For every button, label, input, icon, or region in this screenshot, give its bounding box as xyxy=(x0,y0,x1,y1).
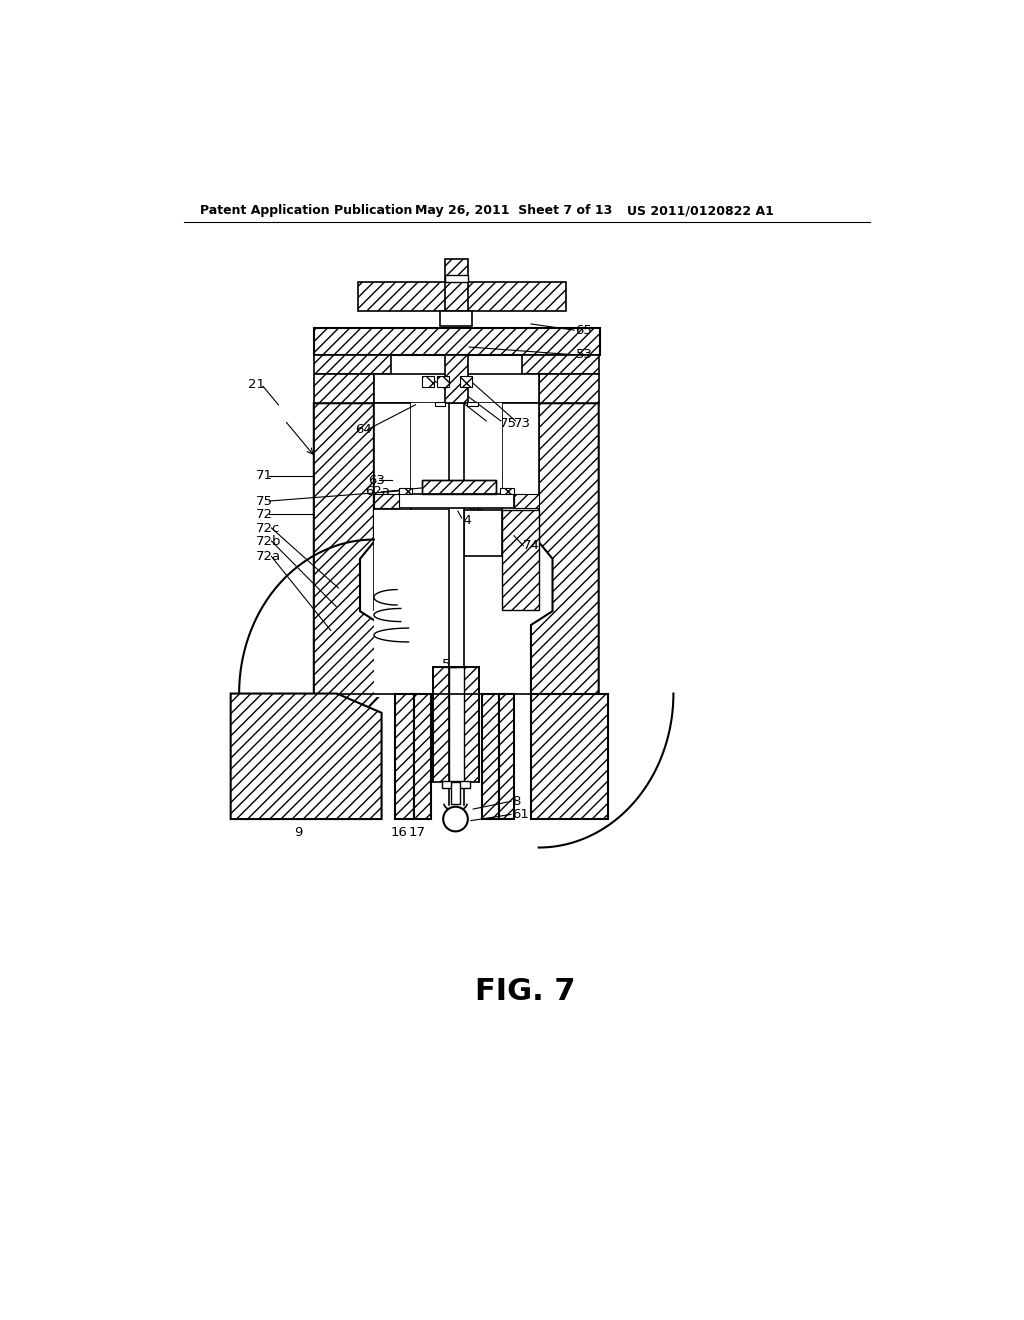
Text: 64: 64 xyxy=(355,422,372,436)
Bar xyxy=(394,693,414,818)
Bar xyxy=(460,376,472,387)
Bar xyxy=(499,693,514,818)
Text: 65: 65 xyxy=(575,323,593,337)
Polygon shape xyxy=(374,510,449,697)
Bar xyxy=(414,693,431,818)
Bar xyxy=(451,781,460,804)
Bar xyxy=(449,667,464,781)
Polygon shape xyxy=(531,693,608,818)
Bar xyxy=(313,355,391,374)
Bar xyxy=(357,281,565,312)
Text: 21: 21 xyxy=(248,378,264,391)
Text: 74: 74 xyxy=(523,539,540,552)
Bar xyxy=(440,312,472,326)
Bar xyxy=(313,374,374,404)
Text: 53: 53 xyxy=(575,348,593,362)
Bar xyxy=(481,693,499,818)
Bar xyxy=(503,510,539,610)
Text: 61: 61 xyxy=(512,808,528,821)
Bar xyxy=(374,404,411,535)
Bar xyxy=(442,780,470,788)
Bar xyxy=(464,667,479,781)
Text: Patent Application Publication: Patent Application Publication xyxy=(200,205,413,218)
Text: 72c: 72c xyxy=(256,521,281,535)
Bar xyxy=(521,355,599,374)
Bar xyxy=(374,374,539,404)
Text: 16: 16 xyxy=(390,825,407,838)
Polygon shape xyxy=(531,404,599,747)
Bar xyxy=(422,480,496,494)
Bar xyxy=(398,488,413,494)
Text: 54: 54 xyxy=(457,513,473,527)
Bar xyxy=(374,494,398,508)
Text: 9: 9 xyxy=(294,825,303,838)
Text: 62: 62 xyxy=(467,500,484,513)
Text: 75: 75 xyxy=(256,495,273,508)
Bar xyxy=(398,494,514,508)
Bar xyxy=(449,404,464,667)
Bar xyxy=(411,404,502,494)
Bar xyxy=(502,404,539,535)
Text: 17: 17 xyxy=(409,825,426,838)
Text: US 2011/0120822 A1: US 2011/0120822 A1 xyxy=(628,205,774,218)
Text: FIG. 7: FIG. 7 xyxy=(474,977,575,1006)
Bar xyxy=(435,401,445,407)
Bar xyxy=(422,376,434,387)
Text: 52: 52 xyxy=(441,657,459,671)
Text: 73: 73 xyxy=(514,417,531,430)
Text: 62a: 62a xyxy=(366,486,390,499)
Bar xyxy=(433,667,449,781)
Text: May 26, 2011  Sheet 7 of 13: May 26, 2011 Sheet 7 of 13 xyxy=(416,205,612,218)
Bar xyxy=(444,276,468,281)
Text: 71: 71 xyxy=(256,469,273,482)
Text: 72: 72 xyxy=(256,508,273,520)
Bar xyxy=(422,480,496,494)
Polygon shape xyxy=(313,404,382,747)
Text: 63: 63 xyxy=(368,474,385,487)
Text: 66: 66 xyxy=(484,417,502,430)
Bar xyxy=(437,376,450,387)
Bar xyxy=(374,510,449,610)
Text: 75: 75 xyxy=(500,417,516,430)
Text: 8: 8 xyxy=(512,795,520,808)
Circle shape xyxy=(443,807,468,832)
Bar xyxy=(444,259,468,312)
Polygon shape xyxy=(230,693,382,818)
Bar xyxy=(500,488,514,494)
Bar xyxy=(514,494,539,508)
Bar xyxy=(444,355,468,404)
Bar xyxy=(464,510,502,556)
Bar xyxy=(467,401,478,407)
Bar xyxy=(313,327,600,355)
Bar xyxy=(539,374,599,404)
Text: 72a: 72a xyxy=(256,550,282,564)
Text: 72b: 72b xyxy=(256,535,282,548)
